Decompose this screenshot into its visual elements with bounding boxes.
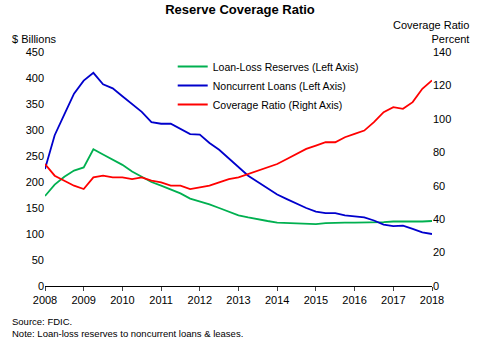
svg-text:Coverage RatioPercent: Coverage RatioPercent [393, 19, 469, 45]
svg-text:Noncurrent Loans (Left Axis): Noncurrent Loans (Left Axis) [213, 80, 346, 92]
svg-text:400: 400 [26, 72, 44, 84]
svg-text:250: 250 [26, 150, 44, 162]
svg-text:450: 450 [26, 46, 44, 58]
svg-text:20: 20 [433, 246, 445, 258]
svg-text:Reserve Coverage Ratio: Reserve Coverage Ratio [165, 2, 315, 17]
svg-text:2017: 2017 [381, 294, 405, 306]
svg-text:0: 0 [38, 280, 44, 292]
svg-text:100: 100 [433, 113, 451, 125]
svg-text:2014: 2014 [265, 294, 289, 306]
svg-text:2011: 2011 [149, 294, 173, 306]
svg-text:2018: 2018 [420, 294, 444, 306]
svg-text:Loan-Loss Reserves (Left Axis): Loan-Loss Reserves (Left Axis) [213, 61, 359, 73]
svg-text:$ Billions: $ Billions [12, 33, 57, 45]
svg-text:60: 60 [433, 180, 445, 192]
svg-text:2015: 2015 [304, 294, 328, 306]
svg-text:350: 350 [26, 98, 44, 110]
svg-text:2010: 2010 [110, 294, 134, 306]
svg-text:2016: 2016 [342, 294, 366, 306]
svg-text:0: 0 [433, 280, 439, 292]
svg-text:300: 300 [26, 124, 44, 136]
svg-text:80: 80 [433, 146, 445, 158]
svg-text:Coverage Ratio (Right Axis): Coverage Ratio (Right Axis) [213, 99, 343, 111]
svg-text:2008: 2008 [33, 294, 57, 306]
svg-text:100: 100 [26, 228, 44, 240]
svg-text:2013: 2013 [226, 294, 250, 306]
svg-text:40: 40 [433, 213, 445, 225]
svg-text:120: 120 [433, 79, 451, 91]
svg-text:2009: 2009 [71, 294, 95, 306]
svg-text:2012: 2012 [188, 294, 212, 306]
svg-text:150: 150 [26, 202, 44, 214]
svg-text:Source: FDIC.Note: Loan-loss r: Source: FDIC.Note: Loan-loss reserves to… [12, 316, 243, 339]
svg-text:50: 50 [32, 254, 44, 266]
svg-text:200: 200 [26, 176, 44, 188]
svg-text:140: 140 [433, 46, 451, 58]
